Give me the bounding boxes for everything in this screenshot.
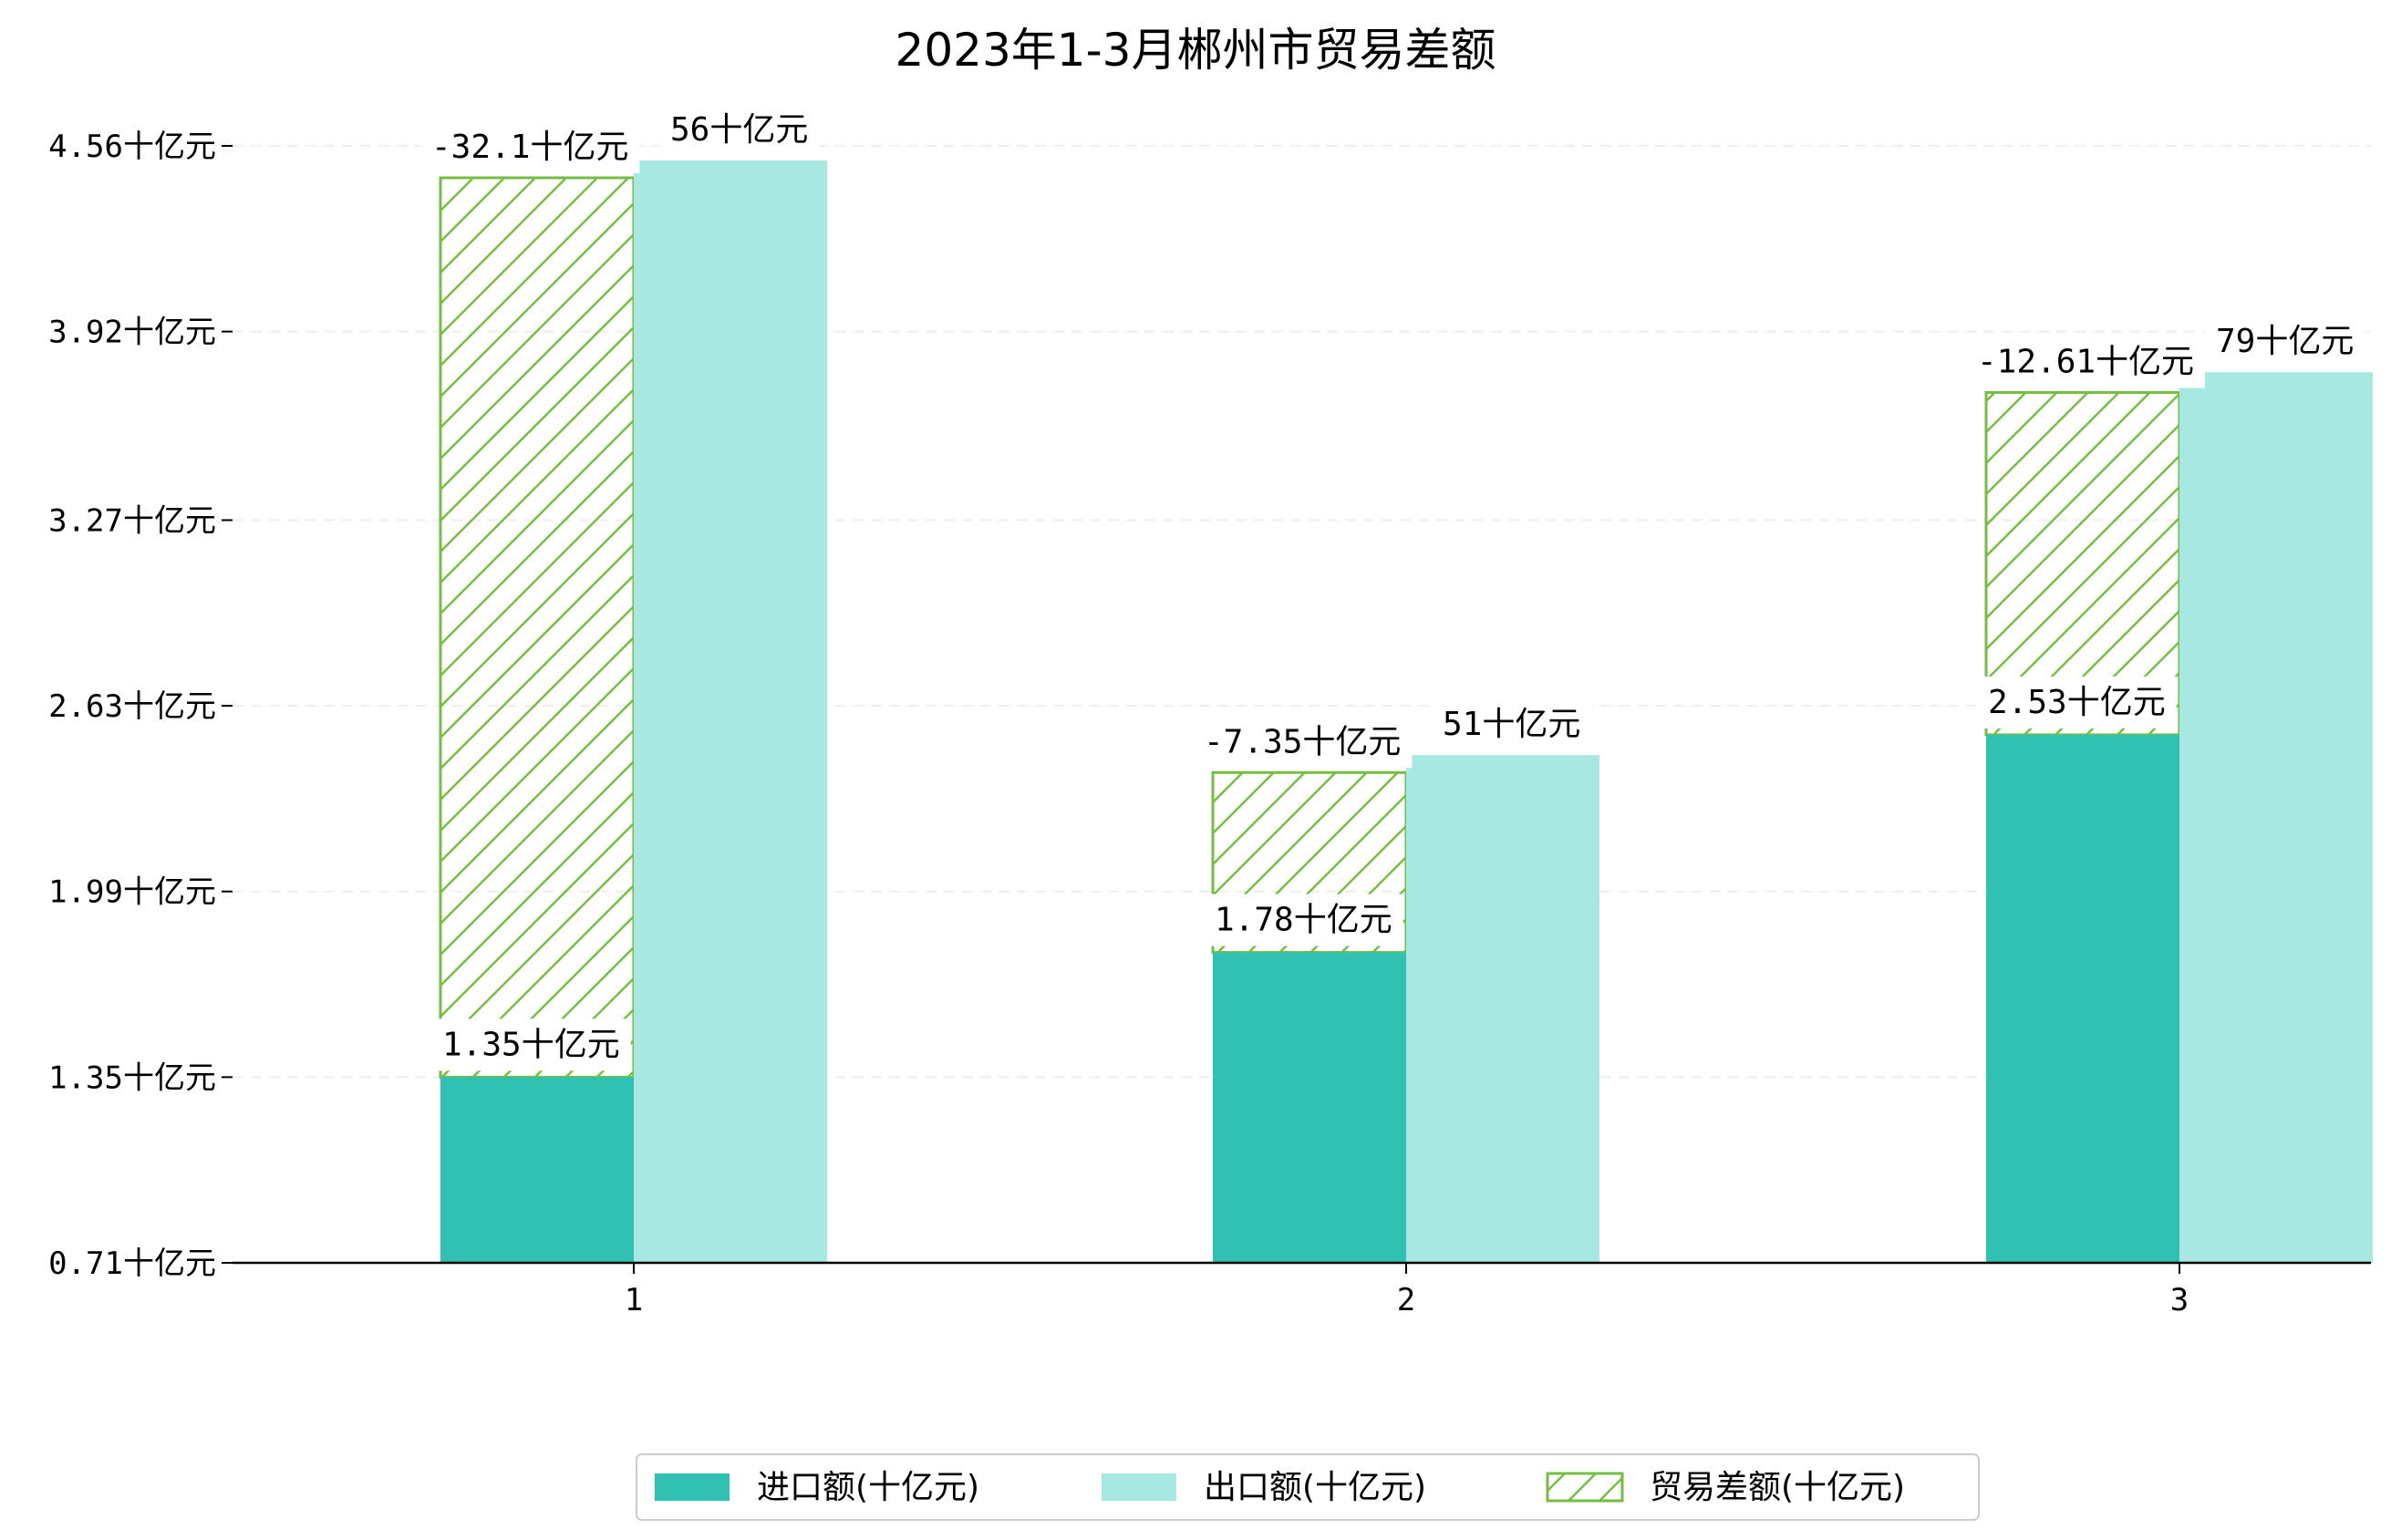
legend-swatch — [1546, 1472, 1624, 1503]
label-balance-text: -32.1十亿元 — [431, 129, 628, 166]
label-export-text: 79十亿元 — [2216, 323, 2354, 360]
legend-label: 出口额(十亿元) — [1204, 1469, 1426, 1506]
label-import-bg — [1204, 894, 1403, 946]
label-import-text: 1.35十亿元 — [442, 1026, 620, 1063]
label-import-text: 2.53十亿元 — [1988, 684, 2166, 721]
y-tick-label: 3.27十亿元 — [48, 502, 216, 539]
legend: 进口额(十亿元) 出口额(十亿元) 贸易差额(十亿元) — [636, 1453, 1980, 1521]
y-tick-label: 1.35十亿元 — [48, 1059, 216, 1096]
legend-swatch — [1102, 1473, 1176, 1501]
label-balance: -12.61十亿元 — [1966, 336, 2206, 388]
y-tick-label: 0.71十亿元 — [48, 1245, 216, 1282]
legend-label: 贸易差额(十亿元) — [1650, 1469, 1905, 1506]
label-import-bg — [431, 1018, 631, 1071]
x-tick-label: 2 — [1397, 1282, 1415, 1318]
label-export: 79十亿元 — [2205, 315, 2365, 368]
label-import: 2.53十亿元 — [1977, 676, 2177, 729]
y-tick-label: 4.56十亿元 — [48, 129, 216, 165]
label-import-bg — [1977, 676, 2177, 729]
label-import: 1.35十亿元 — [431, 1018, 631, 1071]
label-import: 1.78十亿元 — [1204, 894, 1403, 946]
y-tick-label: 3.92十亿元 — [48, 315, 216, 351]
legend-swatch — [655, 1473, 730, 1501]
label-export-bg — [659, 103, 820, 156]
bar-export — [2179, 372, 2373, 1263]
label-export: 51十亿元 — [1432, 698, 1592, 751]
y-tick-label: 2.63十亿元 — [48, 688, 216, 725]
label-export-bg — [2205, 315, 2365, 368]
x-tick-label: 3 — [2170, 1282, 2189, 1318]
x-tick-label: 1 — [625, 1282, 643, 1318]
bar-import — [440, 1077, 634, 1263]
label-balance-bg — [420, 121, 640, 173]
legend-label: 进口额(十亿元) — [757, 1469, 979, 1506]
bar-import — [1213, 952, 1406, 1263]
bar-import — [1986, 734, 2179, 1263]
label-balance: -7.35十亿元 — [1193, 716, 1413, 769]
label-import-text: 1.78十亿元 — [1215, 902, 1392, 939]
bar-export — [634, 160, 827, 1264]
label-balance-text: -7.35十亿元 — [1204, 723, 1401, 760]
chart-title: 2023年1-3月郴州市贸易差额 — [895, 24, 1496, 77]
bar-export — [1406, 755, 1599, 1263]
label-balance: -32.1十亿元 — [420, 121, 640, 173]
legend-frame — [636, 1453, 1980, 1521]
label-export-text: 51十亿元 — [1443, 706, 1580, 743]
bar-balance — [439, 176, 636, 1079]
label-balance-bg — [1193, 716, 1413, 769]
y-tick-label: 1.99十亿元 — [48, 874, 216, 911]
label-balance-text: -12.61十亿元 — [1977, 343, 2194, 380]
label-export-bg — [1432, 698, 1592, 751]
label-export-text: 56十亿元 — [670, 111, 808, 149]
label-export: 56十亿元 — [659, 103, 820, 156]
label-balance-bg — [1966, 336, 2206, 388]
